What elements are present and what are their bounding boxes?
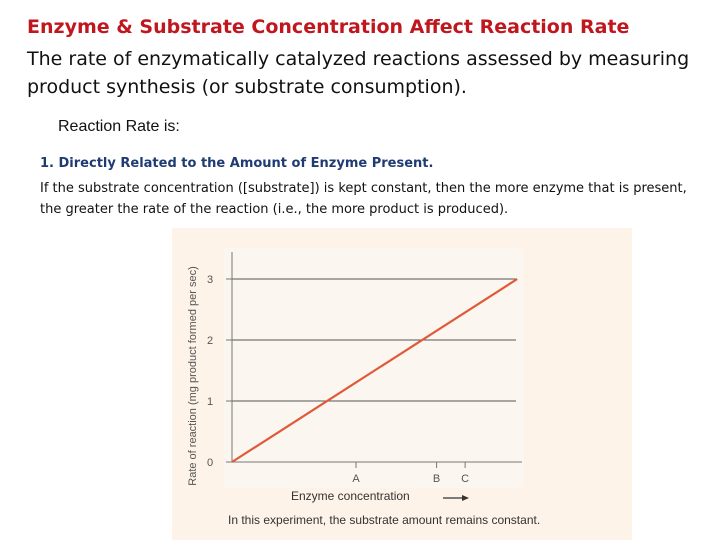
slide-intro: The rate of enzymatically catalyzed reac… [27, 48, 690, 98]
x-tick-label: B [433, 473, 440, 485]
enzyme-rate-figure: Rate of reaction (mg product formed per … [172, 228, 632, 540]
y-tick-label: 1 [207, 396, 213, 408]
x-axis-label: Enzyme concentration [291, 489, 410, 503]
x-tick-label: A [352, 473, 360, 485]
y-axis-label: Rate of reaction (mg product formed per … [187, 266, 199, 485]
plot-area [224, 248, 524, 488]
y-tick-label: 2 [207, 335, 213, 347]
point-body: If the substrate concentration ([substra… [40, 181, 687, 217]
chart-caption: In this experiment, the substrate amount… [228, 513, 540, 527]
y-tick-label: 0 [207, 457, 213, 469]
point-title: 1. Directly Related to the Amount of Enz… [40, 156, 434, 171]
x-tick-label: C [461, 473, 469, 485]
y-tick-label: 3 [207, 274, 213, 286]
enzyme-rate-chart: Rate of reaction (mg product formed per … [172, 228, 632, 540]
slide-title: Enzyme & Substrate Concentration Affect … [27, 16, 630, 38]
reaction-rate-heading: Reaction Rate is: [58, 118, 180, 135]
x-axis-arrow [443, 495, 469, 501]
series-line [231, 278, 518, 463]
